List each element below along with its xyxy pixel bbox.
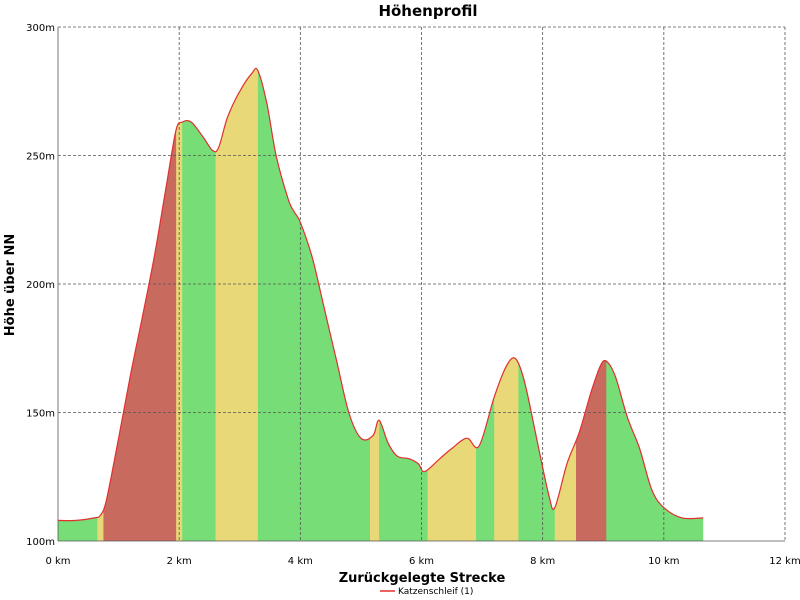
y-tick-label: 150m bbox=[26, 409, 55, 420]
x-tick-label: 6 km bbox=[409, 556, 434, 567]
axis-ticks: 0 km 2 km 4 km 6 km 8 km 10 km 12 km 100m 150m 20… bbox=[26, 23, 800, 567]
y-axis-title: Höhe über NN bbox=[3, 234, 18, 336]
y-tick-label: 100m bbox=[26, 537, 55, 548]
y-tick-label: 200m bbox=[26, 280, 55, 291]
slope-band-moderate bbox=[224, 68, 259, 541]
x-tick-label: 0 km bbox=[45, 556, 70, 567]
x-axis-title: Zurückgelegte Strecke bbox=[339, 571, 506, 586]
y-tick-label: 250m bbox=[26, 152, 55, 163]
x-tick-label: 2 km bbox=[167, 556, 192, 567]
legend-label: Katzenschleif (1) bbox=[398, 587, 473, 597]
grid-lines bbox=[57, 26, 786, 542]
x-tick-label: 10 km bbox=[648, 556, 679, 567]
chart-title: Höhenprofil bbox=[378, 2, 477, 20]
x-tick-label: 4 km bbox=[288, 556, 313, 567]
series-line-katzenschleif bbox=[57, 67, 704, 522]
y-tick-label: 300m bbox=[26, 23, 55, 34]
slope-band-moderate bbox=[215, 68, 226, 541]
x-tick-label: 12 km bbox=[769, 556, 800, 567]
x-tick-label: 8 km bbox=[530, 556, 555, 567]
legend: Katzenschleif (1) bbox=[380, 587, 473, 597]
